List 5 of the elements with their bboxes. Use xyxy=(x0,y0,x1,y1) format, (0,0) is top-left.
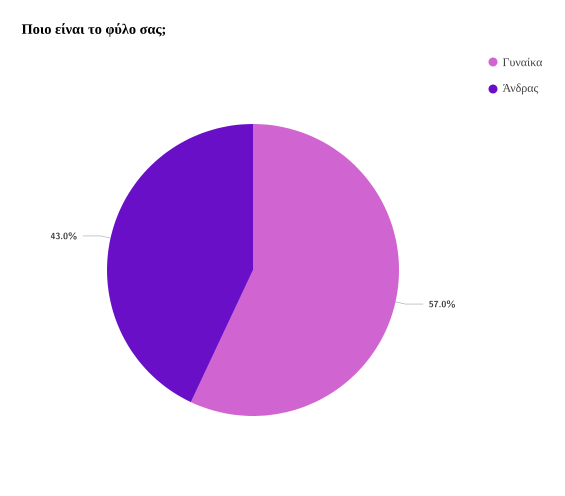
data-label: 43.0% xyxy=(50,232,77,240)
data-label: 57.0% xyxy=(429,300,455,308)
chart-title: Ποιο είναι το φύλο σας; xyxy=(22,23,166,37)
legend-label: Γυναίκα xyxy=(502,58,542,66)
legend-label: Άνδρας xyxy=(502,84,538,94)
